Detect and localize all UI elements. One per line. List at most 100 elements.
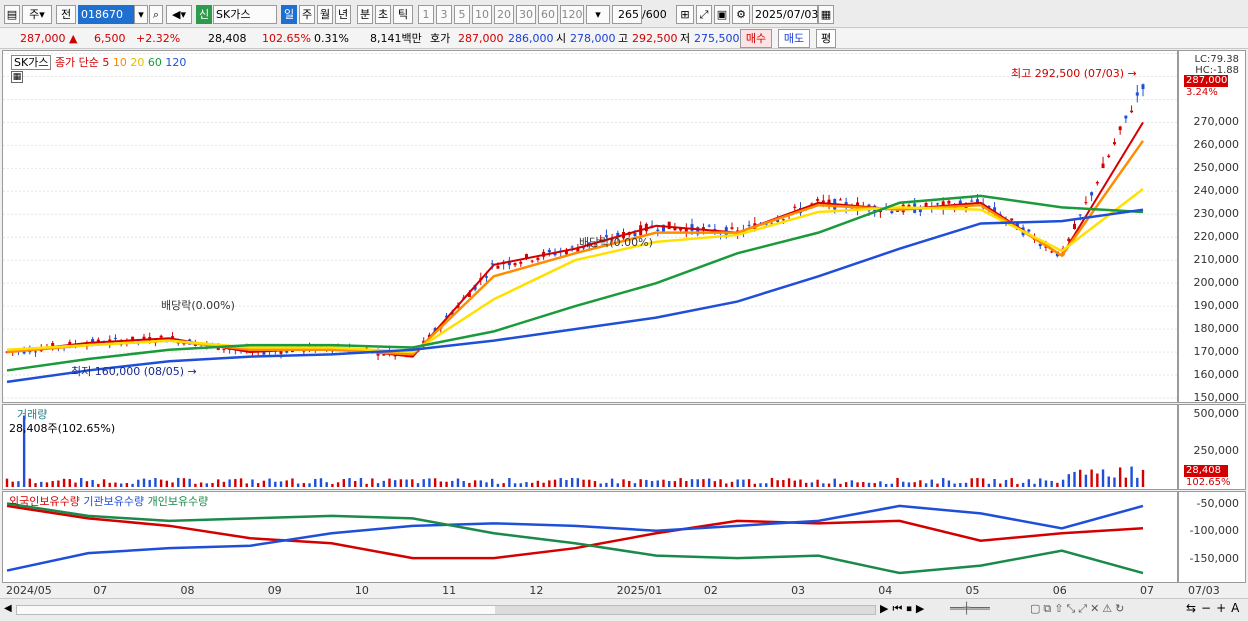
calendar-icon[interactable]: ▦ [818, 5, 834, 24]
volume-bar [382, 480, 385, 487]
volume-bar [422, 479, 425, 487]
volume-bar [588, 479, 591, 487]
volume-bar [1073, 471, 1076, 487]
volume-bar [827, 483, 831, 487]
price-y-tick: 190,000 [1193, 299, 1240, 313]
num-20[interactable]: 20 [494, 5, 514, 24]
num-30[interactable]: 30 [516, 5, 536, 24]
volume-bar [1044, 480, 1048, 487]
period-second[interactable]: 초 [375, 5, 391, 24]
hold-tick-2: -100,000 [1189, 524, 1239, 537]
volume-bar [97, 483, 100, 487]
scrollbar-track[interactable] [16, 605, 876, 615]
candle-body [279, 351, 283, 354]
zoom-slider[interactable]: ══╪═══ [950, 602, 990, 615]
price-legend: SK가스 종가 단순 5 10 20 60 120 [11, 54, 186, 70]
buy-button[interactable]: 매수 [740, 29, 772, 48]
volume-bar [17, 481, 20, 487]
ma-title: 종가 단순 [54, 56, 99, 69]
x-tick: 07 [1140, 584, 1154, 597]
period-week[interactable]: 주 [299, 5, 315, 24]
menu-icon[interactable]: ▤ [4, 5, 20, 24]
volume-bar [119, 483, 123, 487]
code-input[interactable]: 018670 [78, 5, 134, 24]
candle-body [890, 211, 894, 214]
volume-bar [793, 480, 796, 487]
price-chart-panel[interactable]: SK가스 종가 단순 5 10 20 60 120 ▦ 최고 292,500 (… [2, 50, 1178, 403]
candle-body [91, 338, 95, 345]
volume-bar [987, 483, 991, 487]
num-60[interactable]: 60 [538, 5, 558, 24]
candle-body [701, 227, 705, 230]
volume-bar [593, 481, 597, 487]
period-minute[interactable]: 분 [357, 5, 373, 24]
calc-icon[interactable]: ▦ [11, 71, 23, 83]
price-y-tick: 150,000 [1193, 391, 1240, 404]
candle-body [490, 263, 494, 265]
volume-bar [325, 482, 328, 487]
num-3[interactable]: 3 [436, 5, 452, 24]
volume-bar [565, 480, 568, 487]
candle-body [816, 199, 820, 201]
volume-bar [862, 482, 865, 487]
candle-body [684, 227, 688, 234]
volume-bar [331, 483, 334, 487]
candle-body [547, 249, 551, 253]
playback-controls[interactable]: ▶⏮⏹▶ [880, 602, 929, 615]
volume-bar [1101, 469, 1105, 487]
volume-bar [696, 479, 699, 487]
volume-bar [228, 479, 231, 487]
volume-bar [844, 482, 848, 487]
drawing-tools[interactable]: ▢⧉⇧⤡⤢✕⚠↻ [1030, 602, 1128, 615]
ma-line-120 [6, 208, 1144, 384]
num-5[interactable]: 5 [454, 5, 470, 24]
x-tick: 03 [791, 584, 806, 597]
scroll-left-icon[interactable]: ◀ [4, 603, 12, 614]
candle-body [1124, 115, 1128, 119]
holding-panel[interactable]: 외국인보유수량 기관보유수량 개인보유수량 [2, 491, 1178, 583]
candle-body [633, 232, 637, 236]
num-10[interactable]: 10 [472, 5, 492, 24]
flat-button[interactable]: 평 [816, 29, 836, 48]
price-y-tick: 180,000 [1193, 322, 1240, 336]
candle-body [958, 200, 962, 204]
volume-bar [433, 478, 437, 487]
volume-bar [804, 482, 808, 487]
volume-bar [285, 480, 288, 487]
num-dropdown[interactable]: ▾ [586, 5, 610, 24]
type-dropdown[interactable]: 주▾ [22, 5, 52, 24]
candle-body [513, 263, 517, 266]
sell-button[interactable]: 매도 [778, 29, 810, 48]
volume-bar [736, 479, 739, 487]
current-price-tag: 287,000 [1184, 75, 1228, 87]
search-icon[interactable]: ⌕ [149, 5, 163, 24]
volume-chart-svg [5, 415, 1145, 487]
num-1[interactable]: 1 [418, 5, 434, 24]
volume-bar [62, 478, 66, 487]
save-icon[interactable]: ▣ [714, 5, 730, 24]
tools-icon[interactable]: ⤢ [696, 5, 712, 24]
period-month[interactable]: 월 [317, 5, 333, 24]
zoom-controls[interactable]: ⇆−+A [1186, 601, 1245, 615]
period-year[interactable]: 년 [335, 5, 351, 24]
settings-icon[interactable]: ⚙ [732, 5, 750, 24]
code-dropdown-icon[interactable]: ▾ [134, 5, 148, 24]
volume-panel[interactable]: 거래량 28,408주(102.65%) [2, 404, 1178, 490]
scrollbar-thumb[interactable] [495, 606, 875, 614]
dividend-annotation-2: 배당락(0.00%) [579, 236, 653, 249]
volume-bar [633, 483, 637, 487]
date-input[interactable]: 2025/07/03 [752, 5, 818, 24]
volume-bar [725, 483, 728, 487]
prev-button[interactable]: 전 [56, 5, 76, 24]
count-input[interactable]: 265 [612, 5, 642, 24]
sound-icon[interactable]: ◀▾ [166, 5, 192, 24]
period-day[interactable]: 일 [281, 5, 297, 24]
candle-body [1027, 229, 1031, 232]
x-tick: 05 [965, 584, 980, 597]
period-tick[interactable]: 틱 [393, 5, 413, 24]
candle-body [507, 260, 511, 266]
candle-icon[interactable]: ⊞ [676, 5, 694, 24]
candle-body [1107, 155, 1111, 158]
stock-name-field[interactable]: SK가스 [213, 5, 277, 24]
num-120[interactable]: 120 [560, 5, 584, 24]
